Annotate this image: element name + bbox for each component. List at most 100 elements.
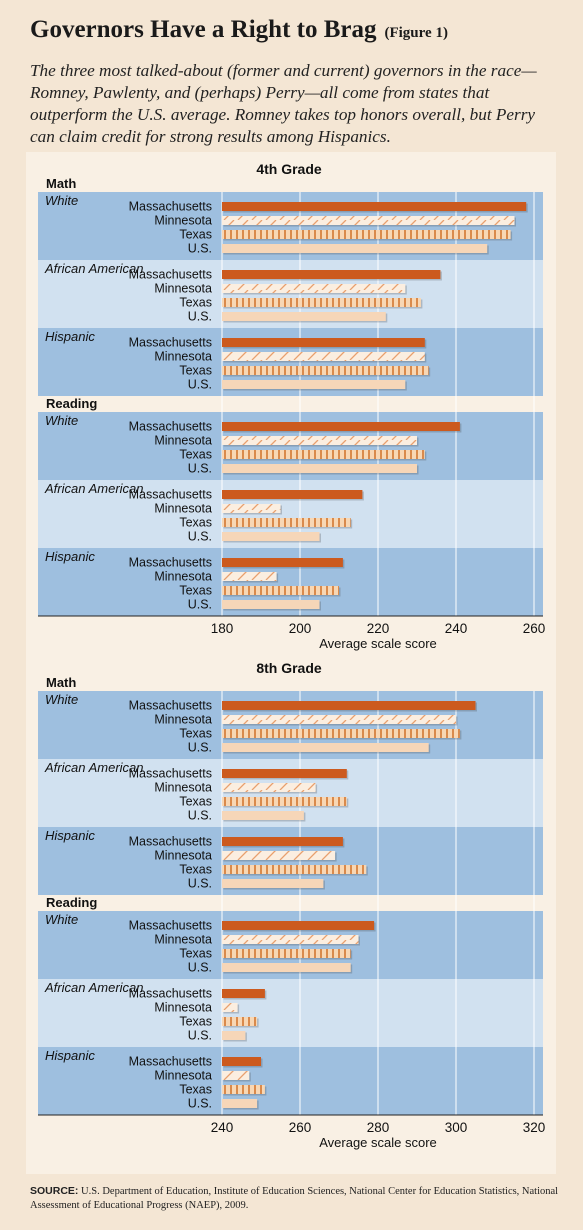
grade8-title: 8th Grade [256,660,322,676]
grade4-state-label: U.S. [188,530,212,544]
grade8-state-label: U.S. [188,1029,212,1043]
grade8-group-label: African American [44,980,144,995]
grade8-bar-us [222,879,324,888]
grade4-bar-minnesota [222,352,425,361]
grade8-bar-massachusetts [222,837,343,846]
grade4-state-label: Minnesota [154,350,212,364]
title-text: Governors Have a Right to Brag [30,16,377,43]
grade4-title: 4th Grade [256,161,322,177]
grade4-bar-texas [222,518,351,527]
grade4-state-label: Texas [179,516,212,530]
grade8-bar-texas [222,949,351,958]
grade4-bar-us [222,464,417,473]
grade4-group-label: Hispanic [45,549,95,564]
grade8-state-label: Texas [179,863,212,877]
grade8-subject-label: Math [46,675,76,690]
grade4-state-label: U.S. [188,242,212,256]
grade4-state-label: Massachusetts [129,420,212,434]
grade4-bar-us [222,600,320,609]
grade4-tick-label: 240 [445,621,468,636]
grade8-state-label: Texas [179,795,212,809]
grade4-bar-massachusetts [222,558,343,567]
grade8-subject-label: Reading [46,895,97,910]
grade4-bar-massachusetts [222,422,460,431]
grade8-state-label: U.S. [188,961,212,975]
grade4-bar-minnesota [222,572,277,581]
grade8-bar-massachusetts [222,1057,261,1066]
grade8-bar-texas [222,865,367,874]
grade4-state-label: Texas [179,584,212,598]
grade8-state-label: U.S. [188,1097,212,1111]
grade4-bar-texas [222,230,511,239]
grade8-tick-label: 240 [211,1120,234,1135]
grade8-state-label: U.S. [188,809,212,823]
grade8-state-label: Minnesota [154,1001,212,1015]
grade4-group-label: Hispanic [45,329,95,344]
grade8-x-axis-label: Average scale score [319,1135,437,1150]
grade4-bar-minnesota [222,284,406,293]
grade8-state-label: Massachusetts [129,699,212,713]
grade4-bar-texas [222,298,421,307]
source-text: U.S. Department of Education, Institute … [30,1186,559,1211]
grade4-state-label: U.S. [188,310,212,324]
grade8-bar-minnesota [222,715,456,724]
grade4-bar-us [222,312,386,321]
grade4-group-label: White [45,413,78,428]
grade8-bar-us [222,1031,246,1040]
grade4-state-label: U.S. [188,598,212,612]
grade4-bar-minnesota [222,504,281,513]
grade8-bar-minnesota [222,851,336,860]
grade8-group-label: White [45,692,78,707]
grade8-tick-label: 320 [523,1120,546,1135]
grade8-bar-massachusetts [222,989,265,998]
grade4-bar-texas [222,366,429,375]
grade4-state-label: Massachusetts [129,488,212,502]
grade4-tick-label: 260 [523,621,546,636]
grade8-bar-massachusetts [222,769,347,778]
grade4-group-label: African American [44,261,144,276]
grade8-group-label: African American [44,760,144,775]
grade4-bar-us [222,244,488,253]
grade8-bar-minnesota [222,1071,250,1080]
chart-subtitle: The three most talked-about (former and … [30,61,537,146]
grade4-state-label: Massachusetts [129,200,212,214]
grade8-tick-label: 300 [445,1120,468,1135]
grade8-group-label: Hispanic [45,1048,95,1063]
grade4-bar-massachusetts [222,490,363,499]
grade8-state-label: Texas [179,1083,212,1097]
figure-label: (Figure 1) [384,25,448,41]
grade4-tick-label: 200 [289,621,312,636]
grade4-bar-minnesota [222,216,515,225]
grade4-state-label: Texas [179,296,212,310]
grade8-state-label: U.S. [188,741,212,755]
grade4-bar-massachusetts [222,338,425,347]
grade8-bar-texas [222,1085,265,1094]
grade8-state-label: Massachusetts [129,767,212,781]
grade4-state-label: Minnesota [154,282,212,296]
grade4-subject-label: Math [46,176,76,191]
grade4-state-label: Minnesota [154,502,212,516]
grade8-bar-massachusetts [222,701,476,710]
grade8-group-label: Hispanic [45,828,95,843]
grade8-tick-label: 280 [367,1120,390,1135]
grade8-state-label: Massachusetts [129,919,212,933]
grade8-bar-texas [222,729,460,738]
grade4-state-label: Texas [179,364,212,378]
grade4-state-label: U.S. [188,462,212,476]
grade8-bar-minnesota [222,935,359,944]
grade8-state-label: Texas [179,1015,212,1029]
grade4-bar-texas [222,586,339,595]
grade8-state-label: Massachusetts [129,987,212,1001]
grade4-group-label: White [45,193,78,208]
grade8-bar-massachusetts [222,921,375,930]
grade4-state-label: Minnesota [154,434,212,448]
source-label: SOURCE: [30,1185,79,1197]
grade8-tick-label: 260 [289,1120,312,1135]
grade4-group-label: African American [44,481,144,496]
grade8-state-label: Minnesota [154,933,212,947]
grade8-bar-texas [222,1017,258,1026]
grade4-bar-texas [222,450,425,459]
grade4-state-label: Massachusetts [129,556,212,570]
grade8-bar-us [222,963,351,972]
grade8-state-label: Minnesota [154,849,212,863]
